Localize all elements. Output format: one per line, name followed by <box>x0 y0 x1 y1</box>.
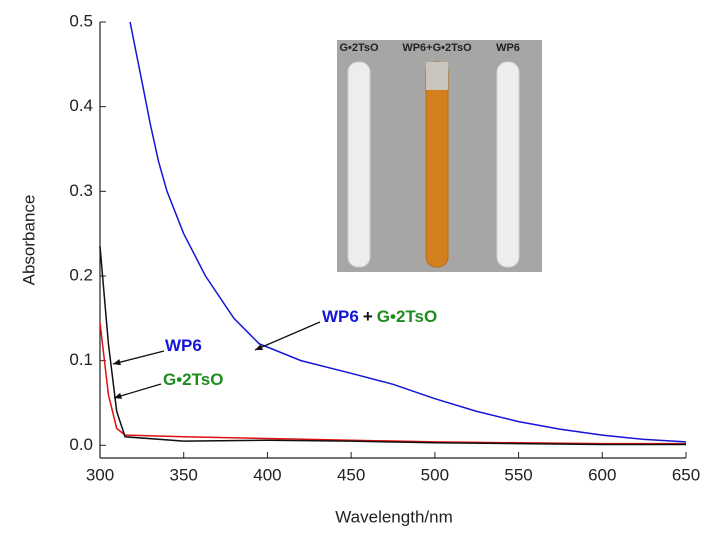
y-tick-label: 0.3 <box>69 181 93 200</box>
annotation-part: + <box>363 307 373 326</box>
annotation-part: G•2TsO <box>163 370 223 389</box>
annotation-arrow <box>113 383 162 399</box>
annotation: WP6 <box>165 336 202 355</box>
inset-label: WP6+G•2TsO <box>402 42 472 54</box>
annotation-part: WP6 <box>322 307 359 326</box>
inset-label: G•2TsO <box>339 42 379 54</box>
x-tick-label: 300 <box>86 465 114 484</box>
x-tick-label: 350 <box>170 465 198 484</box>
annotation-part: WP6 <box>165 336 202 355</box>
x-tick-label: 650 <box>672 465 700 484</box>
annotation: WP6 + G•2TsO <box>322 307 437 326</box>
y-tick-label: 0.4 <box>69 96 93 115</box>
x-tick-label: 500 <box>421 465 449 484</box>
x-tick-label: 550 <box>504 465 532 484</box>
y-tick-label: 0.0 <box>69 435 93 454</box>
y-tick-label: 0.5 <box>69 11 93 30</box>
y-axis-label: Absorbance <box>19 195 38 286</box>
y-tick-label: 0.1 <box>69 350 93 369</box>
inset-photo <box>337 40 542 272</box>
inset-label: WP6 <box>496 42 520 54</box>
x-tick-label: 400 <box>253 465 281 484</box>
x-tick-label: 600 <box>588 465 616 484</box>
annotation-part: G•2TsO <box>377 307 437 326</box>
x-axis-label: Wavelength/nm <box>335 507 452 526</box>
annotation-arrow <box>112 350 165 365</box>
x-tick-label: 450 <box>337 465 365 484</box>
line <box>129 21 687 443</box>
line <box>99 322 686 445</box>
arrow-head <box>113 359 121 366</box>
arrow-head <box>114 392 122 399</box>
annotation: G•2TsO <box>163 370 223 389</box>
annotation-arrow <box>254 321 321 351</box>
y-tick-label: 0.2 <box>69 265 93 284</box>
arrow-head <box>255 344 263 350</box>
line <box>99 246 686 446</box>
